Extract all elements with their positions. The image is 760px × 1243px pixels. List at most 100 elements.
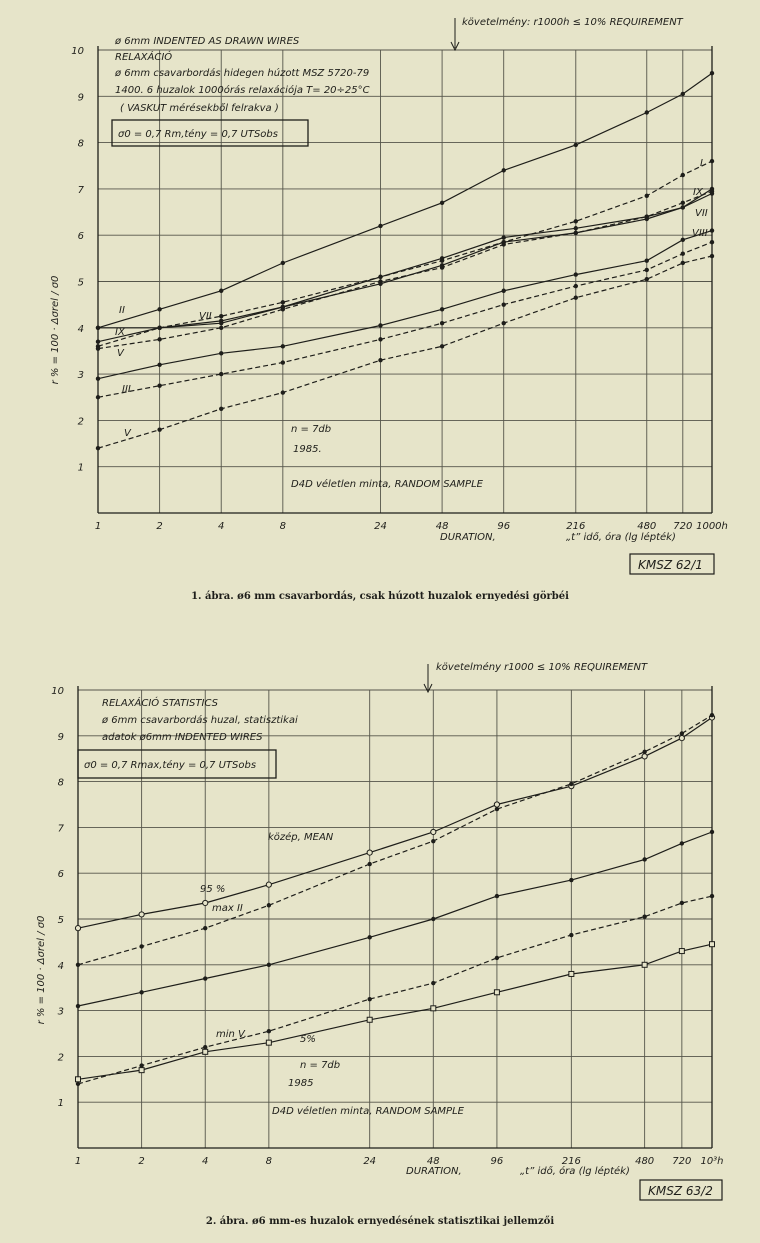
data-point [573,142,578,148]
data-point [709,239,715,245]
data-point [439,265,445,270]
data-point [157,427,162,432]
data-point [219,371,224,377]
data-point [679,841,685,846]
chart-2-header-line-1: RELAXÁCIÓ STATISTICS [102,696,219,709]
series-label: 5% [300,1034,316,1045]
y-tick-label: 9 [58,732,64,743]
data-point [138,911,145,918]
data-point [265,1039,272,1046]
x-tick-label: 216 [562,1156,581,1167]
data-point [266,962,272,967]
chart-2-sample: D4D véletlen minta, RANDOM SAMPLE [272,1105,465,1117]
data-point [709,712,715,718]
data-point [157,307,162,312]
x-tick-label: 96 [497,521,510,532]
chart-2-header-line-3: adatok ø6mm INDENTED WIRES [102,732,263,743]
data-point [139,1063,144,1068]
data-point [644,110,649,115]
y-tick-label: 7 [58,823,65,834]
chart-1-code-box [629,553,715,575]
data-point [709,941,715,948]
data-point [644,267,649,273]
data-point [642,857,647,862]
data-point [573,295,578,300]
data-point [573,226,578,231]
data-point [573,230,578,236]
data-point [680,260,686,266]
x-tick-label: 96 [491,1156,504,1167]
data-point [501,235,506,240]
data-point [95,395,101,400]
data-point [430,828,437,836]
data-point [378,274,383,280]
series-label: VIII [692,228,708,239]
data-point [75,1076,81,1083]
chart-1-year: 1985. [293,444,322,455]
x-tick-label: 10³h [700,1156,723,1167]
data-point [157,362,162,368]
chart-1-sample: D4D véletlen minta, RANDOM SAMPLE [291,478,484,490]
data-point [431,916,436,922]
data-point [501,242,506,247]
data-point [680,205,686,210]
y-tick-label: 1 [78,463,84,474]
chart-2-duration: DURATION, [406,1166,462,1177]
data-point [95,346,101,351]
series-label: IX [693,187,704,198]
data-point [378,279,383,284]
y-tick-label: 6 [58,869,64,880]
x-tick-label: 1 [75,1156,81,1167]
data-point [430,1005,437,1012]
data-point [641,961,648,968]
data-point [280,344,286,349]
chart-2-condition-text: σ0 = 0,7 Rmax,tény = 0,7 UTSobs [84,759,256,771]
series-label: VII [695,208,708,219]
chart-2-year: 1985 [288,1078,313,1089]
chart-1-ylabel: r % = 100 · Δσrel / σ0 [50,276,61,385]
y-tick-label: 2 [58,1052,64,1063]
data-point [439,200,445,205]
data-point [203,976,208,981]
data-point [494,893,500,899]
chart-1-requirement-arrow [450,41,460,52]
data-point [95,445,101,451]
chart-2-requirement: követelmény r1000 ≤ 10% REQUIREMENT [436,661,648,673]
data-point [679,900,685,906]
x-tick-label: 2 [156,521,162,532]
data-point [366,1016,373,1023]
data-point [569,877,574,883]
data-point [493,801,501,808]
data-point [367,861,372,867]
series-label: V [117,348,125,359]
y-tick-label: 5 [58,915,64,926]
data-point [202,1048,209,1055]
chart-1-code: KMSZ 62/1 [638,558,703,572]
data-point [569,781,574,787]
data-point [679,731,685,736]
data-point [75,1081,81,1087]
data-point [569,932,574,938]
y-tick-label: 7 [78,185,85,196]
chart-1-condition-text: σ0 = 0,7 Rm,tény = 0,7 UTSobs [118,128,278,140]
data-point [709,893,715,899]
data-point [680,237,686,243]
data-point [431,838,436,844]
y-tick-label: 8 [58,778,64,789]
series-label: II [119,305,125,316]
data-point [157,337,162,342]
data-point [219,406,224,412]
data-point [641,753,648,760]
series-label: I [700,158,703,169]
chart-1-header-line-5: ( VASKUT mérésekből felrakva ) [120,102,279,114]
data-point [280,307,286,312]
x-tick-label: 2 [138,1156,144,1167]
data-point [266,903,272,908]
data-point [709,253,715,259]
series-label: közép, MEAN [268,831,334,843]
x-tick-label: 8 [280,521,286,532]
data-point [219,320,224,326]
data-point [642,749,647,755]
y-tick-label: 9 [78,92,84,103]
